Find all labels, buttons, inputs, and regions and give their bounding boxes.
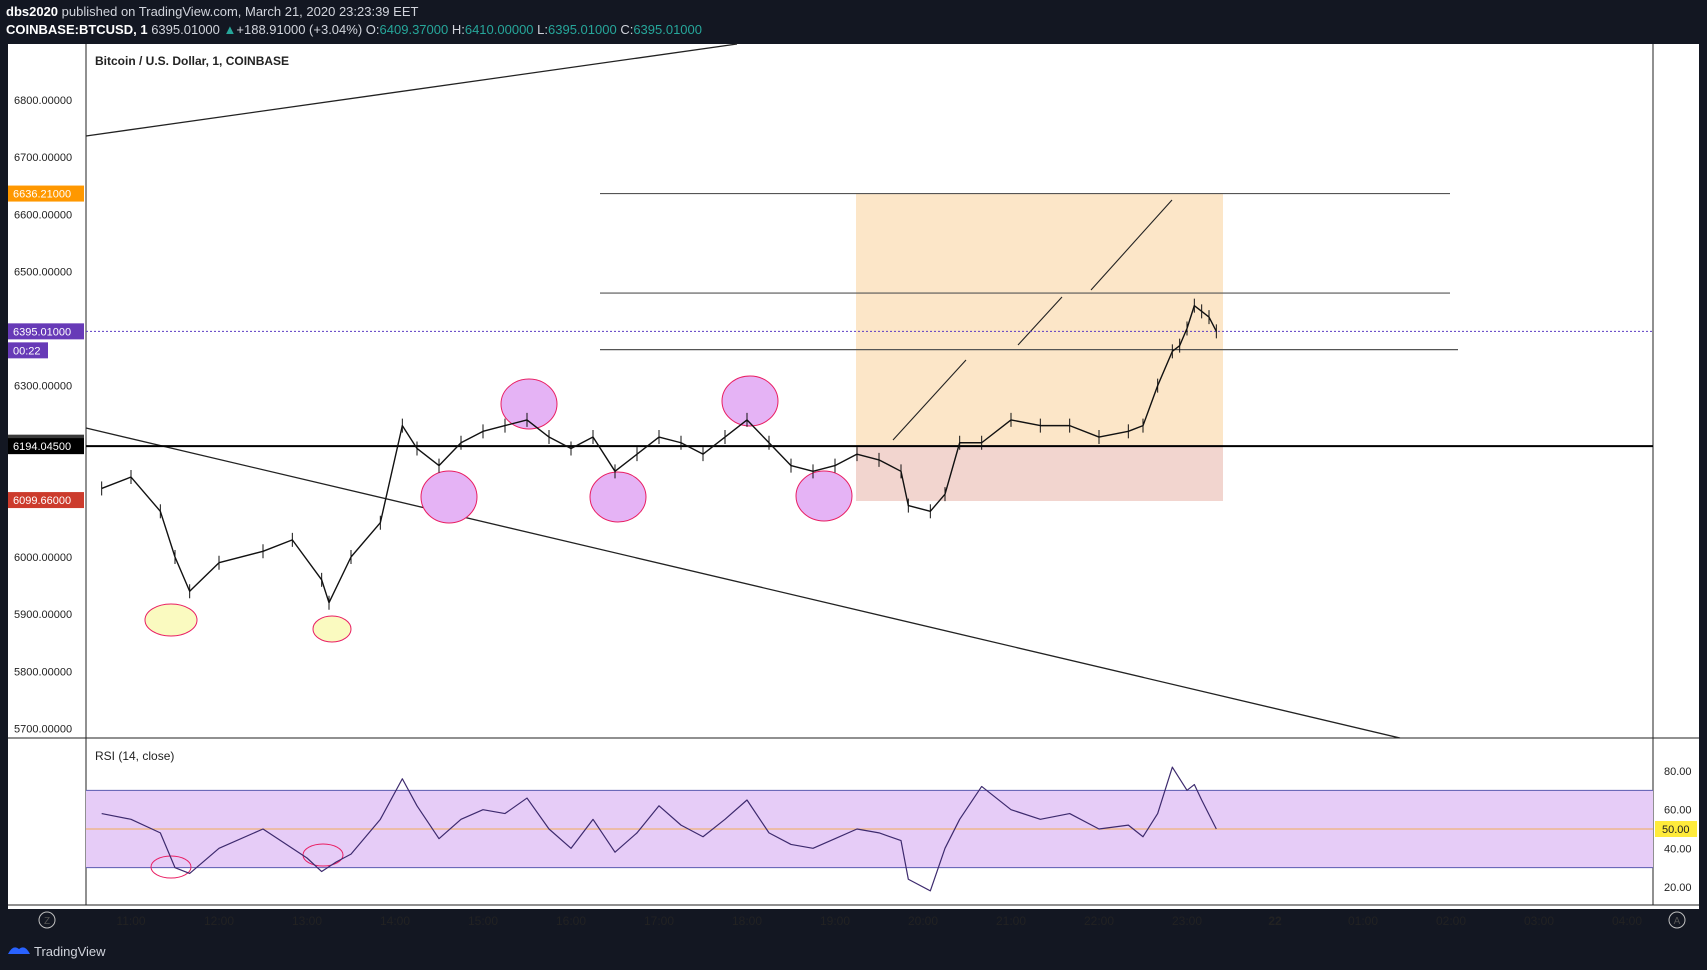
stop-price-tag-bg: [8, 492, 84, 509]
price-tick-label: 5800.00000: [14, 666, 72, 678]
time-tick-label: 22:00: [1084, 914, 1114, 928]
brand-name: TradingView: [34, 944, 106, 959]
lower-trend-line[interactable]: [85, 427, 1401, 739]
scale-left-button[interactable]: [38, 911, 56, 929]
chart-background: [8, 44, 1699, 909]
price-tick-label: 6600.00000: [14, 209, 72, 221]
current-price-tag: 6395.01000: [13, 326, 71, 338]
projection-line-1[interactable]: [892, 359, 967, 441]
high-value: 6410.00000: [464, 22, 534, 37]
open-label: O:: [365, 22, 380, 37]
rsi-axis[interactable]: 80.00 60.00 40.00 20.00 50.00: [1655, 766, 1697, 894]
time-tick-label: 15:00: [468, 914, 498, 928]
time-tick-label: 19:00: [820, 914, 850, 928]
low-ellipse-2[interactable]: [312, 615, 352, 643]
support-price-tag: 6194.04500: [13, 441, 71, 453]
time-tick-label: 14:00: [380, 914, 410, 928]
price-tick-label: 6500.00000: [14, 266, 72, 278]
price-tick-label: 6700.00000: [14, 152, 72, 164]
low-label: L:: [537, 22, 548, 37]
countdown-tag: 00:22: [13, 345, 41, 357]
rsi-ellipse-1[interactable]: [150, 855, 192, 879]
high-label: H:: [451, 22, 465, 37]
tradingview-logo-icon: [8, 947, 30, 954]
price-tick-label: 6000.00000: [14, 552, 72, 564]
chart-header: dbs2020 published on TradingView.com, Ma…: [0, 0, 1707, 44]
purple-ellipse-1[interactable]: [420, 470, 478, 524]
time-tick-label: 18:00: [732, 914, 762, 928]
time-axis[interactable]: 11:00 12:00 13:00 14:00 15:00 16:00 17:00 18:00…: [116, 914, 1642, 928]
auto-scale-label: A: [1674, 916, 1681, 927]
price-tick-label: 6300.00000: [14, 381, 72, 393]
rsi-tick-label: 80.00: [1664, 766, 1692, 778]
open-value: 6409.37000: [379, 22, 449, 37]
projection-line-3[interactable]: [1090, 199, 1173, 291]
time-tick-label: 12:00: [204, 914, 234, 928]
time-tick-label: 01:00: [1348, 914, 1378, 928]
time-tick-label: 16:00: [556, 914, 586, 928]
purple-ellipse-4[interactable]: [721, 375, 779, 427]
footer-bar: TradingView: [0, 930, 1707, 970]
ohlc-line: COINBASE:BTCUSD, 1 6395.01000 ▲+188.9100…: [6, 22, 702, 37]
close-value: 6395.01000: [633, 22, 702, 37]
rsi-title: RSI (14, close): [95, 749, 174, 763]
rsi-tick-label: 40.00: [1664, 843, 1692, 855]
time-tick-label: 21:00: [996, 914, 1026, 928]
rsi-series: [101, 766, 1217, 892]
rsi-tick-label: 60.00: [1664, 805, 1692, 817]
time-tick-label: 13:00: [292, 914, 322, 928]
price-tick-label: 5900.00000: [14, 609, 72, 621]
countdown-bg: [8, 342, 48, 359]
purple-ellipse-2[interactable]: [500, 378, 558, 430]
low-ellipse-1[interactable]: [144, 603, 198, 637]
close-label: C:: [620, 22, 634, 37]
time-tick-label: 04:00: [1612, 914, 1642, 928]
time-tick-label: 11:00: [116, 914, 145, 928]
author-name[interactable]: dbs2020: [6, 4, 59, 19]
scale-right-button[interactable]: [1668, 911, 1686, 929]
time-tick-label: 22: [1268, 914, 1282, 928]
low-value: 6395.01000: [548, 22, 617, 37]
current-price-tag-bg: [8, 323, 84, 340]
target-zone[interactable]: [856, 193, 1223, 445]
publish-line: dbs2020 published on TradingView.com, Ma…: [6, 4, 418, 19]
rsi-tick-label: 20.00: [1664, 882, 1692, 894]
time-tick-label: 03:00: [1524, 914, 1554, 928]
rsi-line: [101, 766, 1217, 892]
time-tick-label: 17:00: [644, 914, 674, 928]
support-price-tag-bg: [8, 438, 84, 455]
stop-price-tag: 6099.66000: [13, 495, 71, 507]
last-price: 6395.01000: [151, 22, 220, 37]
purple-ellipse-5[interactable]: [795, 470, 853, 522]
purple-ellipse-3[interactable]: [589, 471, 647, 523]
time-tick-label: 23:00: [1172, 914, 1202, 928]
price-series: [101, 298, 1217, 610]
stop-zone[interactable]: [856, 445, 1223, 501]
time-tick-label: 02:00: [1436, 914, 1466, 928]
symbol-name[interactable]: COINBASE:BTCUSD, 1: [6, 22, 148, 37]
up-triangle-icon: ▲: [223, 22, 237, 37]
target-price-tag-bg: [8, 185, 84, 202]
projection-line-2[interactable]: [1017, 296, 1063, 346]
rsi-current-tag-bg: [1655, 820, 1697, 837]
price-axis[interactable]: 6800.00000 6700.00000 6600.00000 6500.00000…: [14, 95, 72, 735]
price-tags: 6636.210006395.010006200.150006194.04500…: [8, 185, 84, 509]
price-tick-label: 6800.00000: [14, 95, 72, 107]
price-tick-label: 5700.00000: [14, 723, 72, 735]
rsi-current-tag: 50.00: [1662, 824, 1690, 836]
target-price-tag: 6636.21000: [13, 189, 71, 201]
price-change: +188.91000 (+3.04%): [236, 22, 363, 37]
publish-info: published on TradingView.com, March 21, …: [61, 4, 419, 19]
time-tick-label: 20:00: [908, 914, 938, 928]
chart-title: Bitcoin / U.S. Dollar, 1, COINBASE: [95, 54, 289, 68]
upper-trend-line[interactable]: [85, 43, 738, 137]
zoom-button-label: Z: [44, 916, 50, 927]
